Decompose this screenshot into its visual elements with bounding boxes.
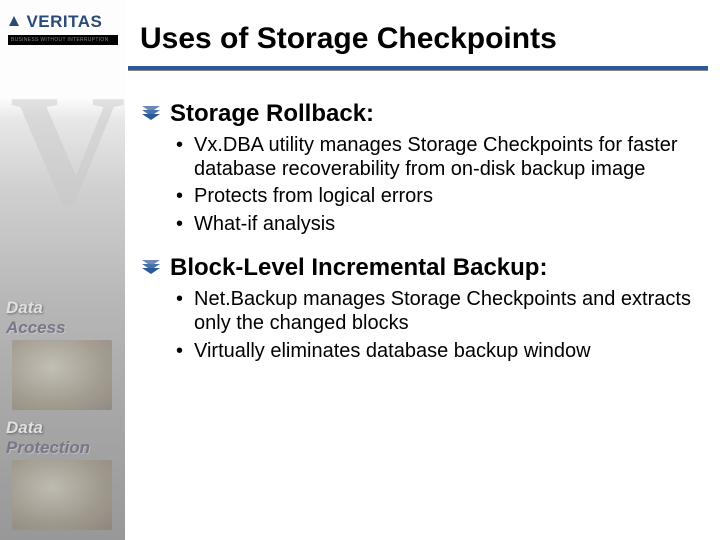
list-item: • Virtually eliminates database backup w…	[176, 340, 700, 364]
slide-title: Uses of Storage Checkpoints	[140, 22, 557, 56]
side-label-data-protection: Data Protection	[6, 418, 90, 458]
bullet-dot: •	[176, 340, 194, 364]
side-label-word2: Access	[6, 318, 66, 337]
watermark-v: V	[10, 70, 126, 230]
bullet-text: Virtually eliminates database backup win…	[194, 340, 591, 364]
section-block-level-backup: Block-Level Incremental Backup: • Net.Ba…	[140, 254, 700, 363]
bullet-text: Net.Backup manages Storage Checkpoints a…	[194, 288, 700, 335]
sidebar-photo-1	[12, 340, 112, 410]
sidebar: VERITAS BUSINESS WITHOUT INTERRUPTION V …	[0, 0, 125, 540]
bullet-text: Vx.DBA utility manages Storage Checkpoin…	[194, 134, 700, 181]
brand-triangle-icon	[8, 14, 20, 32]
brand-name-row: VERITAS	[8, 12, 118, 32]
sidebar-photo-2	[12, 460, 112, 530]
brand-logo: VERITAS BUSINESS WITHOUT INTERRUPTION	[8, 12, 118, 45]
brand-name: VERITAS	[26, 12, 102, 31]
bullet-dot: •	[176, 213, 194, 237]
side-label-data-access: Data Access	[6, 298, 66, 338]
side-label-word2: Protection	[6, 438, 90, 457]
list-item: • Vx.DBA utility manages Storage Checkpo…	[176, 134, 700, 181]
bullet-list: • Vx.DBA utility manages Storage Checkpo…	[176, 134, 700, 236]
side-label-word1: Data	[6, 418, 43, 437]
bullet-text: Protects from logical errors	[194, 185, 433, 209]
list-item: • What-if analysis	[176, 213, 700, 237]
brand-tagline: BUSINESS WITHOUT INTERRUPTION	[8, 35, 118, 45]
title-underline	[128, 66, 708, 71]
section-heading: Block-Level Incremental Backup:	[170, 254, 547, 282]
section-bullet-icon	[140, 104, 162, 125]
list-item: • Net.Backup manages Storage Checkpoints…	[176, 288, 700, 335]
section-bullet-icon	[140, 258, 162, 279]
section-heading-row: Block-Level Incremental Backup:	[140, 254, 700, 282]
section-heading-row: Storage Rollback:	[140, 100, 700, 128]
bullet-text: What-if analysis	[194, 213, 335, 237]
section-storage-rollback: Storage Rollback: • Vx.DBA utility manag…	[140, 100, 700, 236]
list-item: • Protects from logical errors	[176, 185, 700, 209]
slide: VERITAS BUSINESS WITHOUT INTERRUPTION V …	[0, 0, 720, 540]
bullet-dot: •	[176, 288, 194, 335]
side-label-word1: Data	[6, 298, 43, 317]
bullet-list: • Net.Backup manages Storage Checkpoints…	[176, 288, 700, 363]
bullet-dot: •	[176, 134, 194, 181]
slide-content: Storage Rollback: • Vx.DBA utility manag…	[140, 100, 700, 381]
section-heading: Storage Rollback:	[170, 100, 374, 128]
bullet-dot: •	[176, 185, 194, 209]
